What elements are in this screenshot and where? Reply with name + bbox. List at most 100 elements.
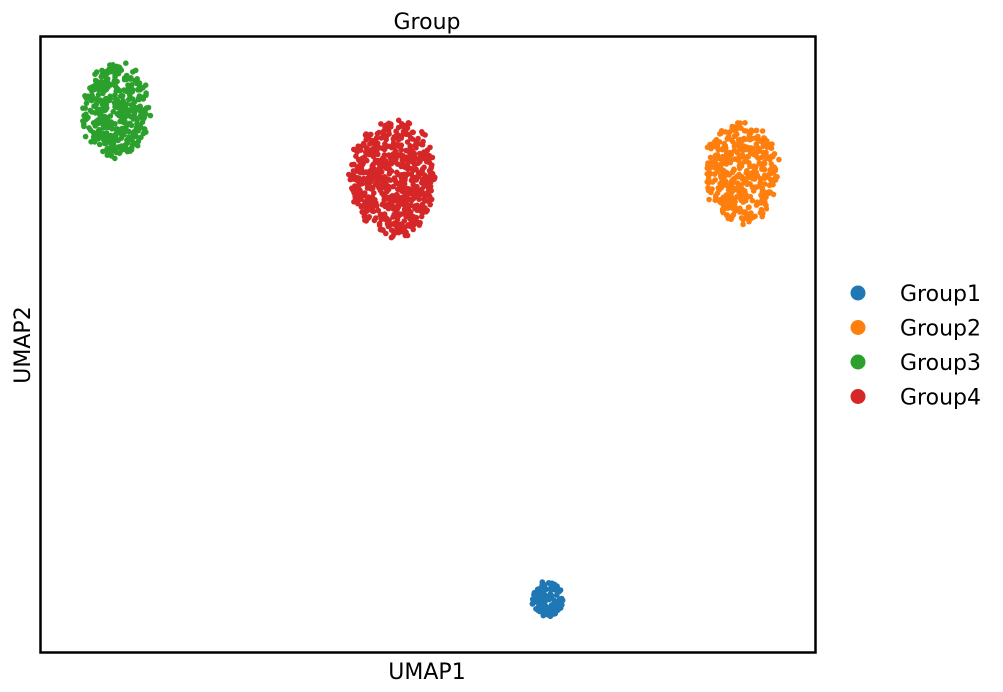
data-point xyxy=(418,208,424,215)
data-point xyxy=(739,151,746,158)
data-point xyxy=(758,200,764,206)
data-point xyxy=(418,141,425,148)
data-point xyxy=(135,138,142,145)
data-point xyxy=(100,122,107,128)
data-point xyxy=(418,152,424,158)
data-point xyxy=(356,175,362,181)
data-point xyxy=(759,128,766,134)
data-point xyxy=(759,185,766,192)
data-point xyxy=(361,213,368,220)
data-point xyxy=(708,189,714,196)
data-point xyxy=(559,597,566,604)
data-point xyxy=(110,146,117,152)
data-point xyxy=(95,130,101,137)
data-point xyxy=(427,179,434,186)
legend-marker xyxy=(850,354,866,370)
series-group2 xyxy=(704,120,782,228)
data-point xyxy=(706,196,712,203)
chart-title: Group xyxy=(394,10,461,35)
data-point xyxy=(110,108,117,115)
legend-marker xyxy=(850,320,866,335)
data-point xyxy=(350,168,357,174)
legend-item-group4: Group4 xyxy=(850,386,981,411)
data-point xyxy=(755,133,761,140)
data-point xyxy=(740,199,746,205)
data-point xyxy=(358,204,365,210)
data-point xyxy=(763,149,769,156)
data-point xyxy=(394,212,401,219)
data-point xyxy=(392,178,399,184)
data-point xyxy=(751,169,757,175)
data-point xyxy=(400,128,407,135)
data-point xyxy=(394,161,401,167)
data-point xyxy=(529,601,536,607)
data-point xyxy=(531,595,538,601)
data-point xyxy=(724,136,731,142)
data-point xyxy=(744,168,750,174)
data-point xyxy=(730,186,737,192)
data-point xyxy=(117,102,124,108)
data-point xyxy=(363,206,369,213)
data-point xyxy=(734,131,740,138)
data-point xyxy=(375,177,382,183)
data-point xyxy=(545,595,552,602)
data-point xyxy=(399,156,406,163)
data-point xyxy=(764,144,771,150)
data-point xyxy=(743,158,749,164)
data-point xyxy=(746,147,753,153)
legend-label: Group1 xyxy=(900,282,981,307)
data-point xyxy=(746,204,752,210)
data-point xyxy=(106,150,112,157)
data-point xyxy=(755,145,761,152)
data-point xyxy=(770,178,776,185)
data-point xyxy=(774,174,780,180)
data-point xyxy=(723,161,730,167)
data-point xyxy=(402,176,408,183)
data-point xyxy=(364,132,371,138)
data-point xyxy=(129,88,136,95)
data-point xyxy=(737,193,743,199)
data-point xyxy=(714,168,721,175)
data-point xyxy=(87,107,94,114)
data-point xyxy=(746,174,752,180)
data-point xyxy=(413,166,419,172)
data-point xyxy=(760,161,767,168)
data-point xyxy=(394,131,400,138)
data-point xyxy=(424,182,430,189)
data-point xyxy=(721,153,727,160)
data-point xyxy=(747,136,753,143)
legend-marker xyxy=(850,389,866,404)
data-point xyxy=(407,143,414,149)
scatter-points xyxy=(80,60,782,620)
data-point xyxy=(748,210,754,216)
data-point xyxy=(386,143,393,150)
data-point xyxy=(89,88,95,95)
data-point xyxy=(735,181,742,188)
data-point xyxy=(416,196,422,203)
data-point xyxy=(705,184,711,191)
data-point xyxy=(411,161,418,168)
data-point xyxy=(407,223,413,229)
data-point xyxy=(376,166,382,172)
legend-item-group1: Group1 xyxy=(850,282,981,307)
data-point xyxy=(718,160,725,167)
data-point xyxy=(128,102,134,108)
data-point xyxy=(394,169,400,176)
data-point xyxy=(107,95,114,102)
data-point xyxy=(360,175,367,182)
data-point xyxy=(112,74,118,80)
data-point xyxy=(125,85,132,92)
data-point xyxy=(372,171,378,178)
data-point xyxy=(381,152,388,158)
data-point xyxy=(408,197,415,204)
data-point xyxy=(111,80,117,87)
data-point xyxy=(406,132,413,138)
data-point xyxy=(358,196,364,203)
data-point xyxy=(554,592,560,598)
data-point xyxy=(133,116,140,122)
data-point xyxy=(95,91,102,98)
data-point xyxy=(367,141,373,147)
data-point xyxy=(398,146,405,153)
data-point xyxy=(413,138,420,144)
